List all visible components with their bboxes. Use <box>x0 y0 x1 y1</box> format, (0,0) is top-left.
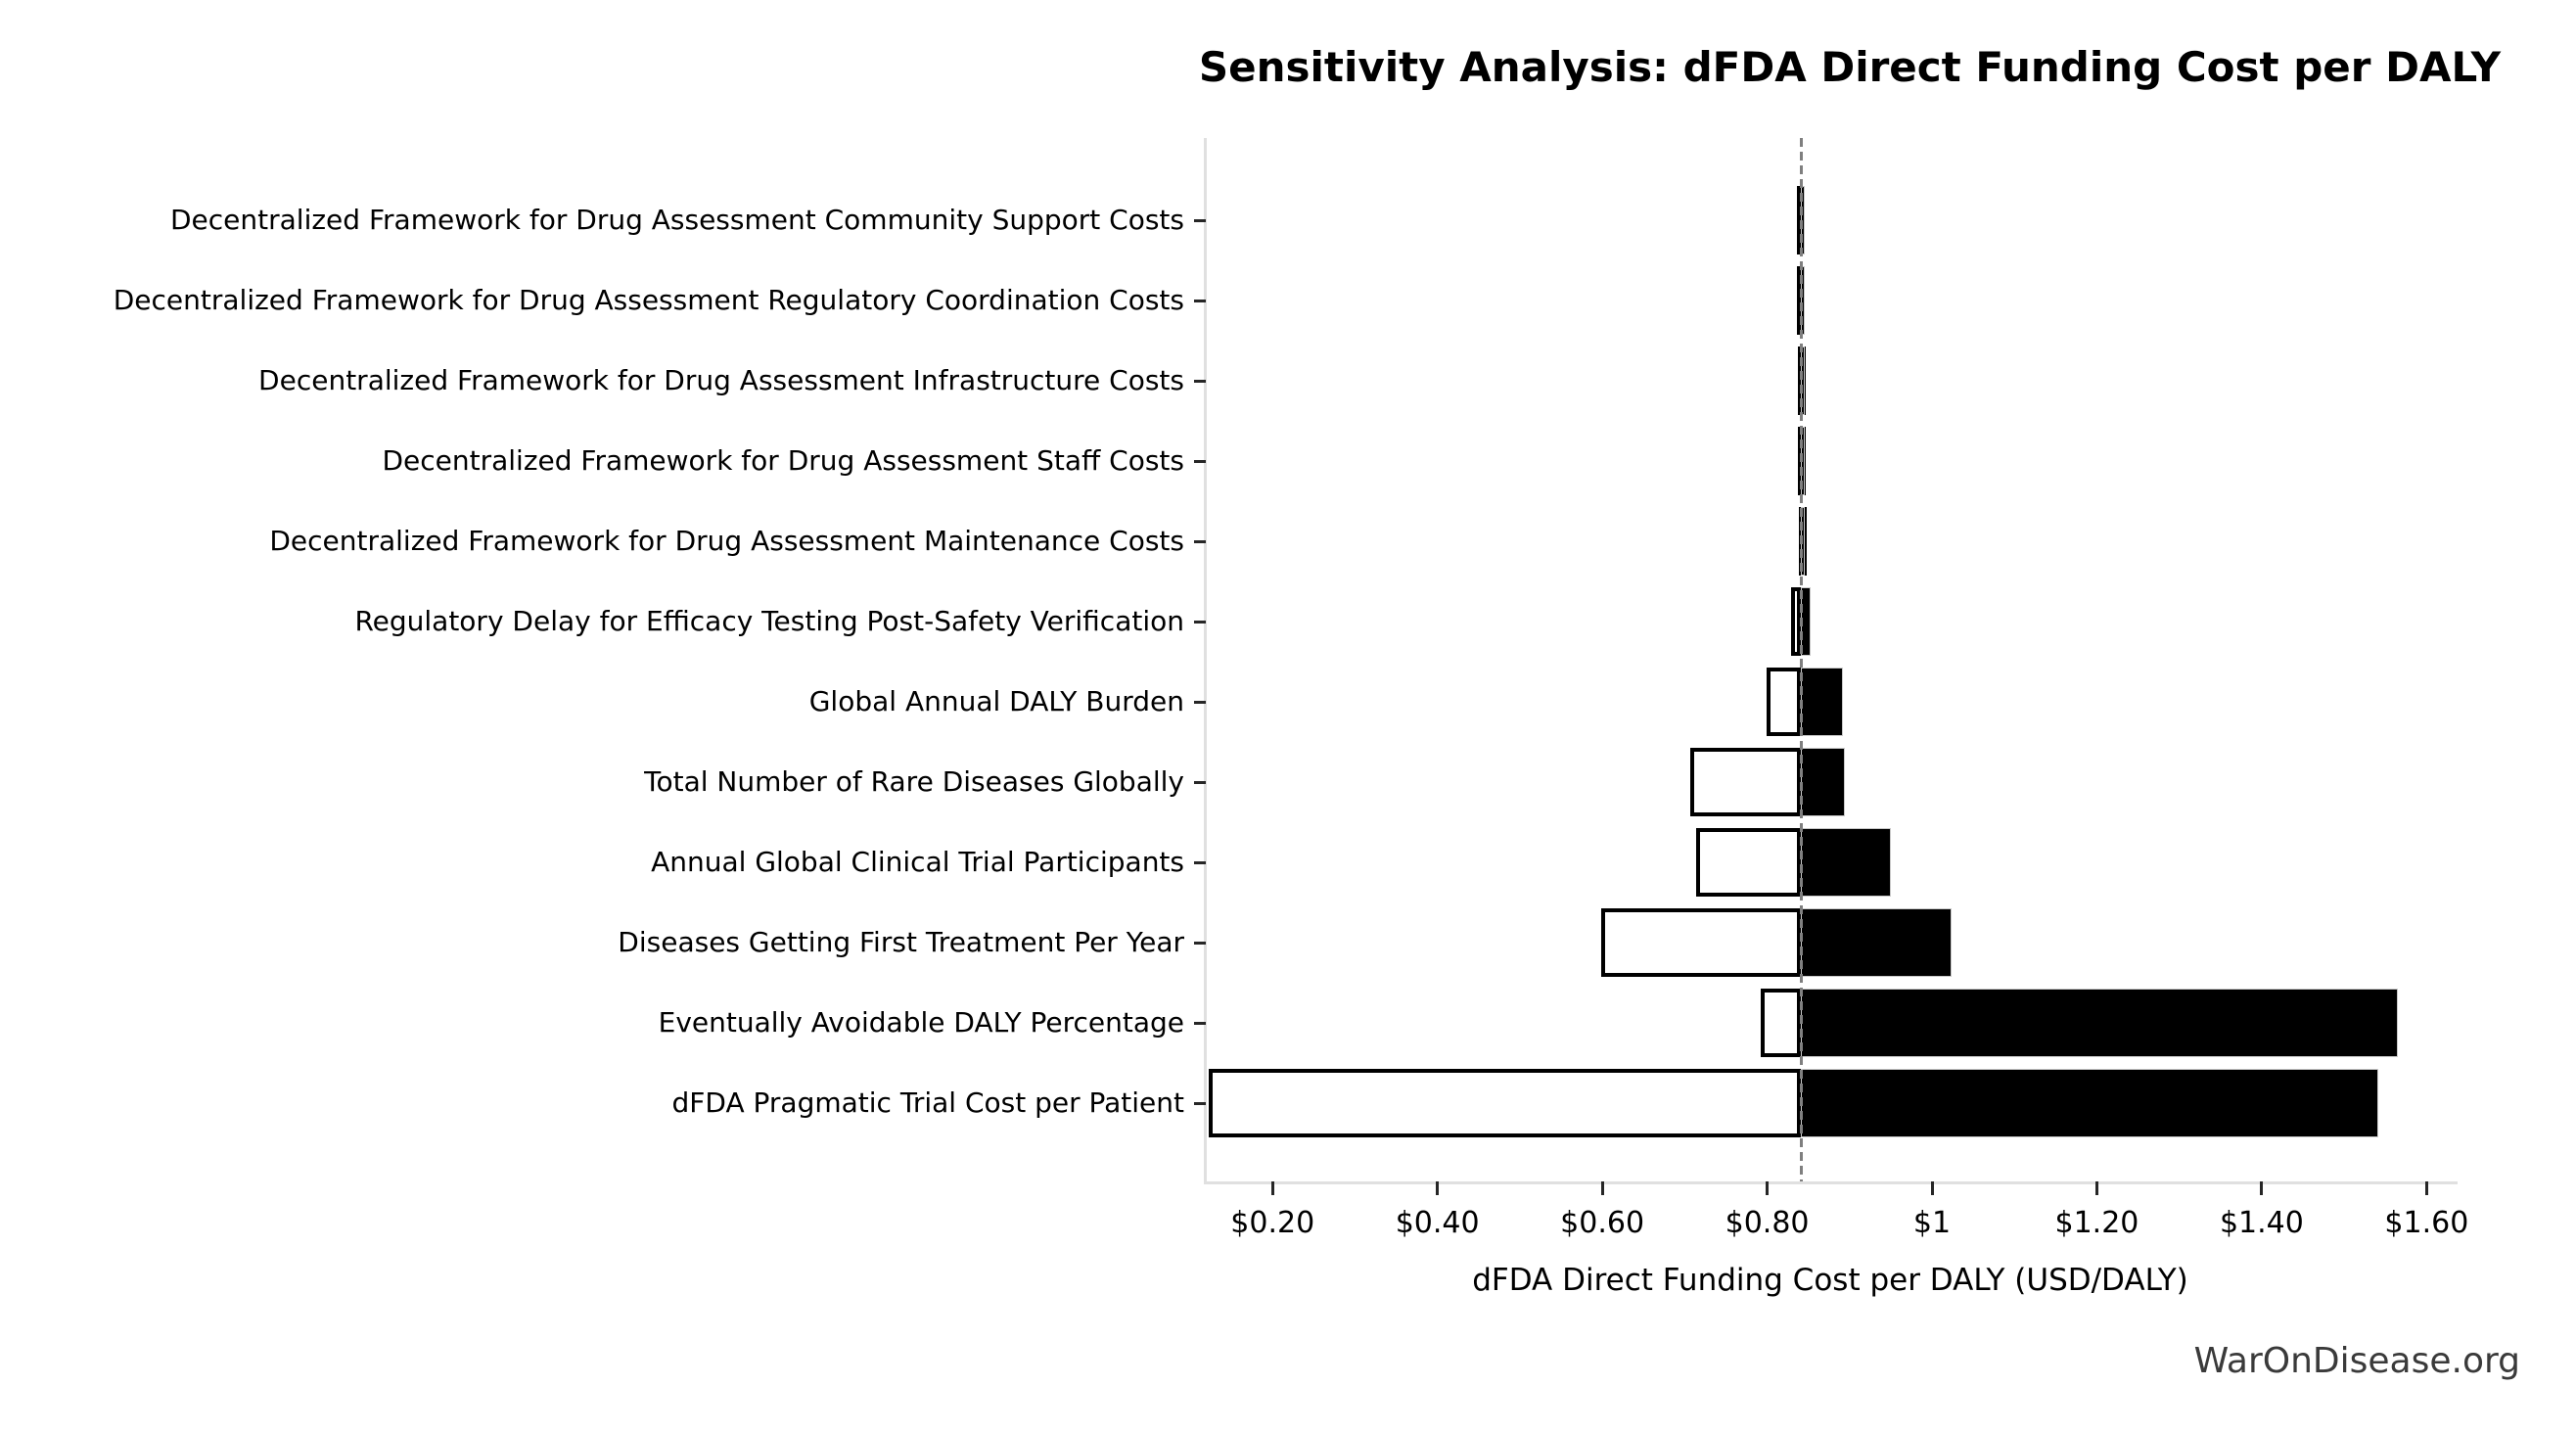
x-axis-title: dFDA Direct Funding Cost per DALY (USD/D… <box>1472 1263 2188 1298</box>
low-value-bar <box>1766 668 1802 736</box>
x-tick-mark <box>2260 1181 2264 1195</box>
category-label: Diseases Getting First Treatment Per Yea… <box>618 926 1184 958</box>
high-value-bar <box>1801 989 2398 1057</box>
baseline-line <box>1799 138 1803 1181</box>
x-tick-label: $0.80 <box>1725 1206 1810 1240</box>
category-label: Decentralized Framework for Drug Assessm… <box>113 284 1184 316</box>
category-label: Decentralized Framework for Drug Assessm… <box>170 204 1184 236</box>
low-value-bar <box>1760 989 1802 1057</box>
y-tick-mark <box>1194 700 1206 704</box>
x-tick-label: $0.40 <box>1395 1206 1480 1240</box>
low-value-bar <box>1208 1069 1802 1137</box>
y-tick-mark <box>1194 620 1206 624</box>
category-label: Annual Global Clinical Trial Participant… <box>651 846 1184 878</box>
x-tick-label: $0.60 <box>1560 1206 1645 1240</box>
chart-title: Sensitivity Analysis: dFDA Direct Fundin… <box>1198 43 2502 91</box>
low-value-bar <box>1601 908 1802 977</box>
x-tick-mark <box>1600 1181 1604 1195</box>
x-tick-label: $1.20 <box>2054 1206 2139 1240</box>
high-value-bar <box>1801 1069 2378 1137</box>
high-value-bar <box>1801 668 1844 736</box>
y-tick-mark <box>1194 860 1206 864</box>
y-tick-mark <box>1194 1101 1206 1105</box>
low-value-bar <box>1696 828 1802 897</box>
high-value-bar <box>1801 587 1812 656</box>
category-label: Decentralized Framework for Drug Assessm… <box>258 364 1184 396</box>
x-tick-label: $1.60 <box>2384 1206 2469 1240</box>
high-value-bar <box>1801 908 1953 977</box>
y-tick-mark <box>1194 539 1206 543</box>
category-label: Decentralized Framework for Drug Assessm… <box>382 444 1184 477</box>
x-tick-mark <box>2094 1181 2098 1195</box>
x-tick-mark <box>1930 1181 1934 1195</box>
y-tick-mark <box>1194 299 1206 302</box>
y-tick-mark <box>1194 1021 1206 1025</box>
x-tick-mark <box>2424 1181 2428 1195</box>
category-label: dFDA Pragmatic Trial Cost per Patient <box>671 1086 1185 1119</box>
low-value-bar <box>1690 748 1802 816</box>
x-tick-label: $1.40 <box>2219 1206 2304 1240</box>
high-value-bar <box>1801 748 1845 816</box>
y-axis-spine <box>1204 138 1207 1184</box>
x-tick-label: $1 <box>1912 1206 1952 1240</box>
high-value-bar <box>1801 828 1891 897</box>
y-tick-mark <box>1194 379 1206 383</box>
category-label: Eventually Avoidable DALY Percentage <box>658 1006 1184 1039</box>
x-tick-mark <box>1436 1181 1440 1195</box>
category-label: Total Number of Rare Diseases Globally <box>644 765 1184 798</box>
category-label: Regulatory Delay for Efficacy Testing Po… <box>354 605 1184 637</box>
y-tick-mark <box>1194 218 1206 222</box>
y-tick-mark <box>1194 459 1206 463</box>
y-tick-mark <box>1194 941 1206 945</box>
x-tick-label: $0.20 <box>1230 1206 1315 1240</box>
x-tick-mark <box>1270 1181 1274 1195</box>
x-axis-spine <box>1204 1181 2458 1184</box>
category-label: Decentralized Framework for Drug Assessm… <box>269 525 1184 557</box>
category-label: Global Annual DALY Burden <box>808 685 1184 717</box>
x-tick-mark <box>1766 1181 1770 1195</box>
low-value-bar <box>1790 587 1802 656</box>
y-tick-mark <box>1194 780 1206 784</box>
watermark-text: WarOnDisease.org <box>2193 1341 2520 1381</box>
